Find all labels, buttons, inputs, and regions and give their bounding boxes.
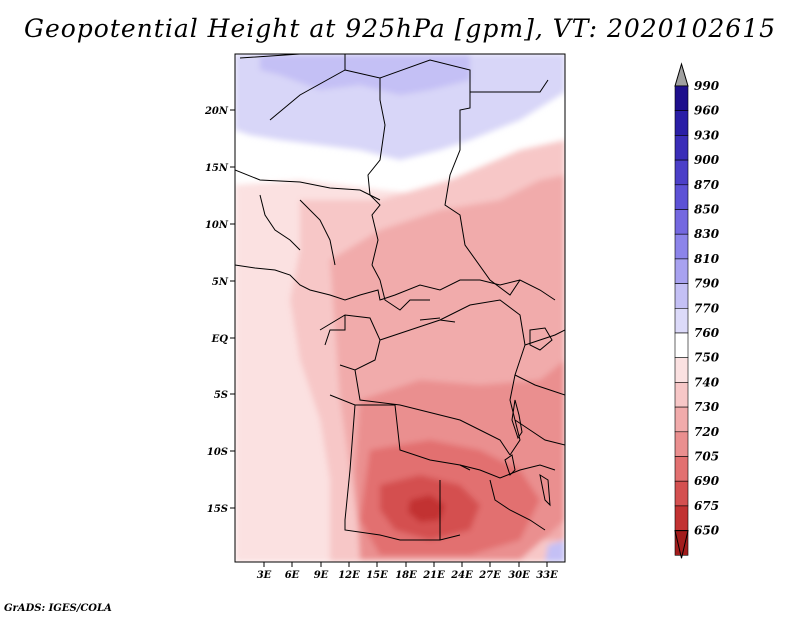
colorbar-label: 870 [694, 178, 720, 192]
colorbar-swatch [674, 357, 689, 383]
colorbar-swatch [674, 480, 689, 507]
lat-label: 10S [207, 447, 228, 458]
lat-label: 15N [205, 163, 229, 174]
colorbar-swatch [674, 307, 689, 334]
lon-label: 6E [285, 570, 300, 581]
colorbar-label: 930 [694, 128, 720, 142]
lat-label: 5N [212, 277, 229, 288]
lon-label: 24E [450, 570, 473, 581]
colorbar-swatch [674, 209, 689, 235]
lat-label: EQ [211, 334, 229, 345]
lon-label: 30E [508, 570, 530, 581]
lat-ticks [230, 109, 235, 509]
colorbar-swatch [674, 184, 689, 210]
lon-label: 12E [338, 570, 360, 581]
colorbar-bottom-arrow [674, 530, 689, 559]
colorbar-label: 850 [694, 203, 720, 217]
lat-label: 5S [214, 390, 228, 401]
lon-label: 3E [257, 570, 272, 581]
colorbar-swatch [674, 431, 689, 457]
lakes [419, 317, 553, 507]
colorbar-swatch [674, 332, 689, 359]
colorbar-label: 960 [694, 104, 720, 118]
colorbar-label: 790 [694, 277, 720, 291]
colorbar-swatch [674, 505, 689, 531]
lat-label: 10N [205, 220, 229, 231]
lon-label: 21E [422, 570, 445, 581]
lon-label: 18E [395, 570, 417, 581]
colorbar-swatch [674, 85, 689, 112]
colorbar-swatch [674, 110, 689, 136]
colorbar-label: 760 [694, 326, 720, 340]
colorbar-label: 705 [694, 450, 719, 464]
colorbar-label: 740 [694, 375, 720, 389]
colorbar-label: 770 [694, 301, 720, 315]
lat-label: 20N [204, 106, 229, 117]
colorbar-label: 675 [694, 499, 719, 513]
lon-label: 33E [536, 570, 558, 581]
colorbar-label: 690 [694, 474, 720, 488]
colorbar-label: 810 [694, 252, 720, 266]
colorbar: 990 960 930 900 870 850 830 810 790 770 760 750 740 7… [674, 62, 720, 559]
colorbar-swatch [674, 233, 689, 260]
grads-credit: GrADS: IGES/COLA [4, 603, 112, 614]
colorbar-top-arrow [674, 62, 689, 87]
map-frame [234, 53, 566, 563]
colorbar-label: 750 [694, 351, 720, 365]
colorbar-label: 900 [694, 153, 720, 167]
colorbar-label: 730 [694, 400, 720, 414]
colorbar-swatch [674, 382, 689, 408]
colorbar-label: 720 [694, 425, 720, 439]
lon-ticks [263, 562, 548, 567]
map-title: Geopotential Height at 925hPa [gpm], VT:… [23, 14, 777, 43]
colorbar-swatch [674, 406, 689, 433]
lon-label: 9E [314, 570, 329, 581]
lon-label: 27E [478, 570, 501, 581]
height-field-shading [235, 54, 565, 562]
colorbar-swatch [674, 135, 689, 161]
lat-label: 15S [207, 504, 228, 515]
colorbar-swatch [674, 456, 689, 482]
colorbar-label: 650 [694, 524, 720, 538]
colorbar-label: 830 [694, 227, 720, 241]
colorbar-label: 990 [694, 79, 720, 93]
lon-label: 15E [366, 570, 388, 581]
colorbar-swatch [674, 283, 689, 309]
lat-labels: 20N 15N 10N 5N EQ 5S 10S 15S [204, 106, 229, 515]
colorbar-swatch [674, 159, 689, 186]
lon-labels: 3E 6E 9E 12E 15E 18E 21E 24E 27E 30E 33E [257, 570, 558, 581]
colorbar-swatch [674, 258, 689, 284]
country-boundaries [235, 54, 565, 541]
